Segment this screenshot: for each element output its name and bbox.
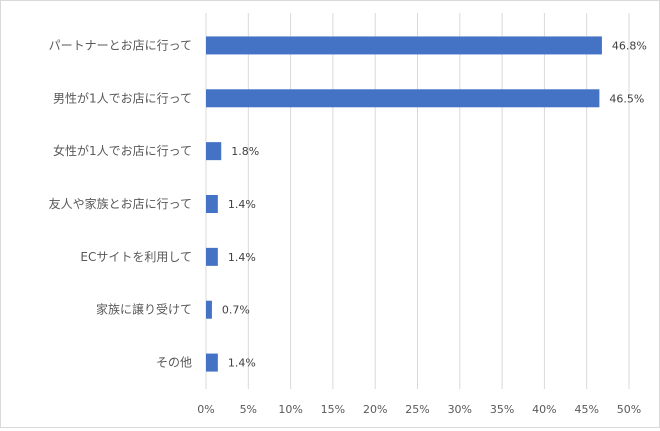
x-tick-label: 0% [197,403,214,416]
x-tick-label: 20% [363,403,387,416]
data-label: 0.7% [222,304,250,317]
bar [206,195,218,213]
x-tick-label: 5% [240,403,257,416]
data-label: 1.4% [228,198,256,211]
x-tick-label: 35% [490,403,514,416]
category-label: ECサイトを利用して [80,250,192,264]
category-label: 友人や家族とお店に行って [49,196,192,211]
bar [206,142,222,161]
category-label: その他 [156,356,192,370]
x-tick-label: 50% [617,403,641,416]
bar [206,89,600,108]
x-tick-label: 40% [532,403,556,416]
x-tick-label: 45% [574,403,598,416]
bar [206,353,218,372]
data-label: 46.8% [612,39,647,52]
data-label: 1.4% [228,357,256,370]
x-tick-label: 30% [448,403,472,416]
bar [206,36,602,55]
data-label: 46.5% [609,92,644,105]
category-label: 男性が1人でお店に行って [53,90,192,105]
bar [206,300,212,319]
data-label: 1.8% [231,145,259,158]
x-tick-label: 25% [405,403,429,416]
x-tick-label: 10% [278,403,302,416]
data-label: 1.4% [228,251,256,264]
category-label: 女性が1人でお店に行って [53,143,192,158]
category-label: パートナーとお店に行って [49,38,192,52]
category-label: 家族に譲り受けて [96,302,192,317]
bar [206,247,218,266]
x-tick-label: 15% [321,403,345,416]
